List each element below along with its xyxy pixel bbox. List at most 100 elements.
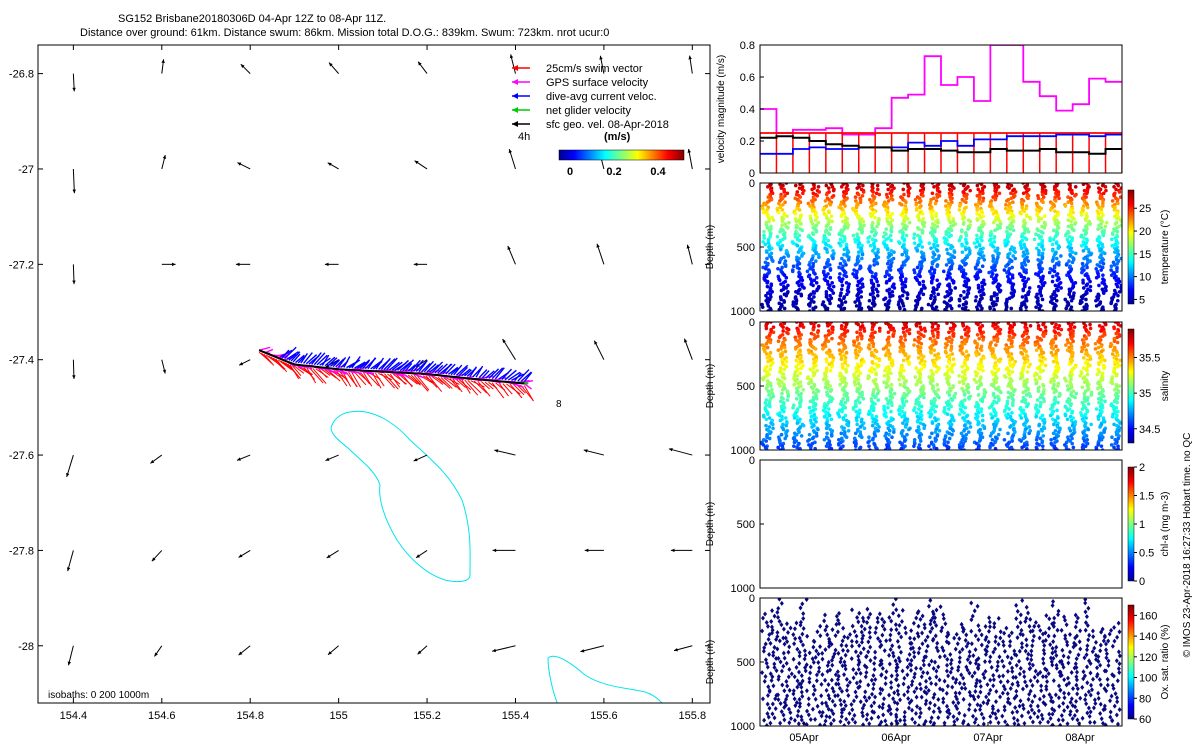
profile-point xyxy=(890,197,895,202)
profile-point xyxy=(1050,242,1055,247)
profile-point xyxy=(944,277,949,281)
profile-point xyxy=(1065,408,1070,413)
profile-point xyxy=(962,393,967,397)
profile-point xyxy=(888,268,893,272)
profile-point xyxy=(1033,343,1038,347)
profile-point xyxy=(981,191,985,196)
profile-point xyxy=(958,348,963,352)
legend-arrowhead xyxy=(512,93,518,99)
map-y-tick-label: -27 xyxy=(18,164,34,176)
profile-point xyxy=(875,224,879,229)
profile-point xyxy=(837,265,841,270)
profile-point xyxy=(782,322,787,326)
profile-point xyxy=(794,365,798,369)
profile-point xyxy=(1081,278,1085,283)
velocity-y-tick-label: 0.8 xyxy=(740,40,755,52)
profile-point xyxy=(886,255,891,260)
dive-avg-current-vector xyxy=(491,367,504,380)
profile-point xyxy=(885,213,890,217)
profile-point xyxy=(856,322,861,327)
profile-point xyxy=(946,403,950,408)
profile-point xyxy=(947,234,951,239)
profile-point xyxy=(782,405,787,410)
profile-point xyxy=(995,298,999,303)
profile-point xyxy=(828,268,833,272)
map-colorbar-tick-label: 0.4 xyxy=(650,166,666,178)
profile-point xyxy=(857,446,862,450)
profile-point xyxy=(907,427,911,432)
profile-point xyxy=(779,297,783,302)
profile-point xyxy=(973,298,978,303)
profile-point xyxy=(1034,305,1038,309)
profile-point xyxy=(947,183,952,188)
profile-point xyxy=(990,416,994,420)
profile-point xyxy=(1011,228,1016,233)
profile-point xyxy=(1078,301,1083,306)
profile-point xyxy=(783,349,788,354)
profile-point xyxy=(837,373,842,378)
profile-point xyxy=(962,296,966,301)
profile-point xyxy=(808,367,813,372)
profile-point xyxy=(935,434,940,438)
profile-point xyxy=(786,394,791,399)
profile-point xyxy=(1053,325,1057,329)
profile-point xyxy=(991,281,996,285)
profile-point xyxy=(1025,443,1029,447)
profile-point xyxy=(828,354,832,359)
profile-point xyxy=(1115,266,1119,271)
profile-point xyxy=(843,400,848,405)
profile-point xyxy=(870,223,874,228)
profile-point xyxy=(875,446,879,450)
profile-point xyxy=(918,439,923,443)
dive-avg-current-vector xyxy=(453,364,463,376)
profile-point xyxy=(949,344,954,349)
profile-point xyxy=(1022,343,1026,347)
profile-point xyxy=(1038,236,1042,240)
profile-point xyxy=(965,295,969,299)
profile-point xyxy=(920,231,925,235)
profile-point xyxy=(922,365,927,369)
profile-point xyxy=(1043,191,1048,196)
profile-point xyxy=(1051,274,1055,279)
profile-point xyxy=(961,444,965,448)
profile-point xyxy=(1024,214,1029,219)
profile-point xyxy=(840,283,845,288)
profile-point xyxy=(876,429,881,433)
profile-point xyxy=(926,302,931,307)
profile-point xyxy=(1115,284,1120,289)
temperature-colorbar xyxy=(1127,189,1135,305)
profile-point xyxy=(1063,297,1068,302)
profile-point xyxy=(947,335,952,340)
map-axes: 154.4 154.6 154.8 155 155.2 155.4 155.6 155.8-2… xyxy=(9,45,710,722)
profile-point xyxy=(824,426,829,431)
profile-point xyxy=(913,307,918,311)
profile-point xyxy=(988,434,993,438)
profile-point xyxy=(1113,222,1118,226)
profile-point xyxy=(838,237,843,242)
profile-point xyxy=(886,199,891,203)
profile-point xyxy=(1084,283,1089,288)
profile-point xyxy=(811,327,816,332)
profile-point xyxy=(814,397,819,401)
profile-point xyxy=(856,250,861,254)
profile-point xyxy=(1025,370,1030,374)
geo-velocity-arrow xyxy=(413,454,428,462)
profile-point xyxy=(882,373,887,378)
profile-point xyxy=(898,306,902,311)
profile-point xyxy=(930,325,935,329)
profile-point xyxy=(840,256,844,261)
profile-point xyxy=(982,426,987,431)
profile-point xyxy=(1054,191,1058,196)
profile-point xyxy=(1006,252,1010,257)
profile-point xyxy=(853,195,858,199)
profile-point xyxy=(1101,213,1105,217)
profile-point xyxy=(996,432,1001,437)
profile-point xyxy=(1021,288,1026,293)
profile-point xyxy=(1088,279,1092,284)
profile-point xyxy=(839,287,844,292)
profile-point xyxy=(885,195,890,199)
profile-point xyxy=(838,261,843,266)
profile-point xyxy=(824,367,829,372)
profile-point xyxy=(961,222,966,226)
profile-point xyxy=(928,408,933,413)
